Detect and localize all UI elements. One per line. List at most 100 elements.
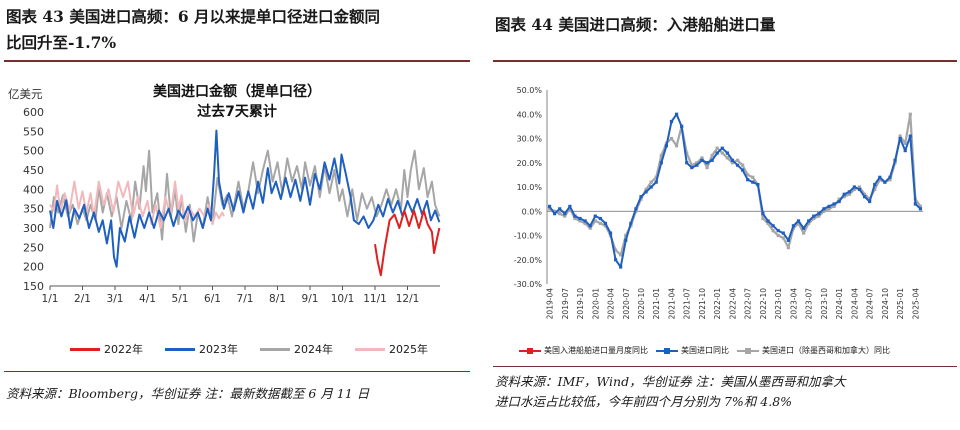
series-marker	[766, 219, 770, 223]
series-marker	[837, 197, 841, 201]
x-tick-label: 12/1	[396, 293, 420, 305]
x-tick-label: 9/1	[302, 293, 319, 305]
y-tick-label: 550	[23, 125, 44, 138]
legend-item: 美国入港船舶进口量月度同比	[519, 345, 648, 356]
series-marker	[568, 204, 572, 208]
x-tick-label: 4/1	[139, 293, 156, 305]
series-marker	[700, 156, 704, 160]
series-marker	[807, 219, 811, 223]
series-marker	[862, 195, 867, 199]
series-marker	[685, 151, 689, 155]
series-marker	[827, 207, 831, 211]
series-marker	[878, 178, 882, 182]
series-marker	[791, 224, 796, 228]
series-marker	[771, 229, 775, 233]
series-marker	[603, 221, 608, 225]
series-marker	[578, 219, 582, 223]
series-marker	[725, 156, 729, 160]
legend-label: 美国入港船舶进口量月度同比	[544, 346, 648, 355]
y-tick-label: 40.0%	[517, 110, 543, 119]
series-marker	[669, 119, 674, 124]
series-line-2022年	[374, 209, 441, 277]
series-marker	[603, 224, 608, 228]
series-marker	[903, 141, 907, 145]
series-marker	[832, 204, 836, 208]
series-marker	[629, 221, 633, 225]
series-marker	[690, 166, 694, 170]
series-marker	[553, 212, 557, 216]
x-tick-label: 2019-07	[561, 288, 570, 320]
x-tick-label: 2021-07	[683, 288, 692, 320]
series-marker	[746, 178, 750, 182]
legend-marker	[527, 347, 533, 354]
y-axis-unit-label: 亿美元	[8, 87, 43, 101]
series-marker	[558, 207, 562, 211]
legend-item: 2025年	[355, 341, 428, 357]
series-marker	[746, 173, 750, 177]
series-line-2023年	[49, 129, 441, 268]
legend-marker	[745, 347, 751, 354]
legend-swatch	[260, 347, 290, 351]
series-marker	[593, 214, 597, 218]
right-source-line-1: 资料来源：IMF，Wind，华创证券 注：美国从墨西哥和加拿大	[495, 374, 846, 389]
y-tick-label: 20.0%	[517, 159, 543, 168]
series-line-2024年	[49, 149, 441, 243]
y-tick-label: 0.0%	[522, 207, 543, 216]
x-tick-label: 7/1	[237, 293, 254, 305]
legend-item: 2022年	[70, 341, 143, 357]
x-tick-label: 2021-01	[652, 288, 661, 320]
series-marker	[669, 136, 674, 141]
series-marker	[573, 216, 577, 221]
series-marker	[852, 185, 857, 189]
series-marker	[741, 163, 745, 167]
y-tick-label: 350	[23, 203, 44, 216]
series-marker	[847, 192, 851, 196]
series-marker	[680, 124, 684, 128]
x-tick-label: 6/1	[204, 293, 221, 305]
x-tick-label: 2022-07	[744, 288, 753, 320]
x-tick-label: 2024-07	[866, 288, 875, 320]
series-marker	[756, 182, 760, 187]
series-marker	[720, 151, 724, 155]
series-marker	[766, 221, 770, 225]
series-marker	[690, 163, 694, 167]
series-marker	[573, 214, 577, 218]
legend-item: 2023年	[165, 341, 238, 357]
series-marker	[837, 199, 841, 204]
x-tick-label: 2/1	[74, 293, 91, 305]
legend-swatch	[70, 347, 100, 351]
series-marker	[776, 229, 780, 233]
series-marker	[715, 151, 719, 155]
x-tick-label: 2022-10	[759, 288, 768, 320]
right-source-note: 资料来源：IMF，Wind，华创证券 注：美国从墨西哥和加拿大 进口水运占比较低…	[495, 372, 846, 412]
x-tick-label: 3/1	[107, 293, 124, 305]
series-marker	[898, 134, 902, 138]
legend-item: 美国进口（除墨西哥和加拿大）同比	[737, 345, 890, 356]
x-tick-label: 2022-04	[728, 288, 737, 320]
legend-swatch	[355, 347, 385, 351]
left-title-line-2: 比回升至-1.7%	[6, 33, 117, 52]
series-marker	[761, 216, 765, 221]
x-tick-label: 2023-10	[820, 288, 829, 320]
series-marker	[619, 253, 623, 257]
series-marker	[873, 187, 877, 192]
x-tick-label: 8/1	[269, 293, 286, 305]
x-tick-label: 2021-10	[698, 288, 707, 320]
legend-label: 2024年	[294, 343, 333, 356]
series-marker	[685, 161, 689, 165]
series-marker	[593, 219, 597, 223]
x-tick-label: 2023-04	[789, 288, 798, 320]
series-marker	[659, 153, 663, 158]
series-marker	[639, 195, 643, 199]
series-marker	[730, 161, 735, 165]
right-chart-legend: 美国入港船舶进口量月度同比 美国进口同比 美国进口（除墨西哥和加拿大）同比	[519, 345, 898, 356]
series-marker	[852, 187, 857, 192]
series-marker	[908, 112, 912, 116]
legend-swatch	[656, 347, 678, 354]
legend-label: 2022年	[104, 343, 143, 356]
series-marker	[608, 231, 613, 235]
series-marker	[868, 199, 872, 204]
x-tick-label: 1/1	[42, 293, 59, 305]
series-marker	[613, 248, 618, 252]
legend-swatch	[519, 347, 541, 354]
